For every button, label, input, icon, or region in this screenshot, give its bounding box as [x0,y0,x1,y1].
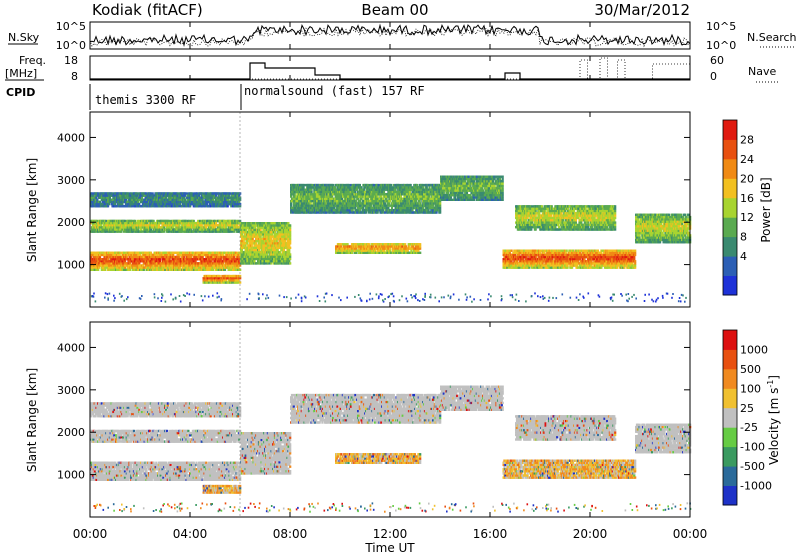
station-title: Kodiak (fitACF) [92,1,203,19]
nsky-right-tick-bottom: 10^0 [706,39,736,52]
freq-left-label-1: Freq. [19,54,46,67]
nsky-right-label: N.Search [747,31,797,44]
nsky-panel: N.Sky 10^5 10^0 10^5 10^0 N.Search [8,20,797,52]
nave-label: Nave [748,65,776,78]
freq-left-tick-bottom: 8 [71,70,78,83]
data-cell [178,224,180,226]
data-cell [169,258,171,260]
data-cell [150,252,152,254]
data-cell [163,226,165,228]
nsky-trace [90,25,690,45]
data-cell [178,256,180,258]
cpid-label: CPID [6,86,35,99]
cpid-panel: CPID themis 3300 RF normalsound (fast) 1… [6,84,425,110]
data-cell [202,256,204,258]
data-cell [211,260,213,262]
data-cell [159,258,161,260]
data-cell [124,266,126,268]
data-cell [222,254,224,256]
data-cell [212,269,214,271]
nsky-left-tick-bottom: 10^0 [56,39,86,52]
data-cell [129,262,131,264]
data-cell [100,224,102,226]
data-cell [172,254,174,256]
data-cell [98,266,100,268]
data-cell [220,258,222,260]
data-cell [150,228,152,230]
data-cell [195,260,197,262]
data-cell [99,256,101,258]
nsky-left-label: N.Sky [8,31,40,44]
data-cell [158,224,160,226]
freq-left-tick-top: 18 [64,54,78,67]
beam-title: Beam 00 [361,1,428,19]
data-cell [126,256,128,258]
data-cell [140,228,142,230]
cpid-segment-1: themis 3300 RF [95,93,196,107]
data-cell [237,266,239,268]
freq-panel: Freq. [MHz] 18 8 60 0 Nave [5,54,780,83]
freq-right-tick-top: 60 [710,54,724,67]
freq-right-tick-bottom: 0 [710,70,717,83]
data-cell [190,256,192,258]
data-cell [139,254,141,256]
data-cell [233,256,235,258]
data-cell [172,226,174,228]
data-cell [104,269,106,271]
data-cell [146,222,148,224]
data-cell [143,269,145,271]
data-cell [119,254,121,256]
freq-left-label-2: [MHz] [5,67,37,80]
data-cell [129,269,131,271]
data-cell [159,260,161,262]
nsky-right-tick-top: 10^5 [706,20,736,33]
data-cell [97,269,99,271]
data-cell [163,230,165,232]
data-cell [224,269,226,271]
data-cell [124,260,126,262]
data-cell [153,220,155,222]
data-cell [137,228,139,230]
data-cell [120,230,122,232]
date-title: 30/Mar/2012 [594,1,690,19]
nsky-left-tick-top: 10^5 [56,20,86,33]
data-cell [222,262,224,264]
data-cell [183,256,185,258]
data-cell [134,220,136,222]
radar-summary-plot: Kodiak (fitACF) Beam 00 30/Mar/2012 N.Sk… [0,0,800,554]
data-cell [107,258,109,260]
data-cell [138,262,140,264]
cpid-segment-2: normalsound (fast) 157 RF [244,84,425,98]
data-cell [179,266,181,268]
data-cell [142,264,144,266]
